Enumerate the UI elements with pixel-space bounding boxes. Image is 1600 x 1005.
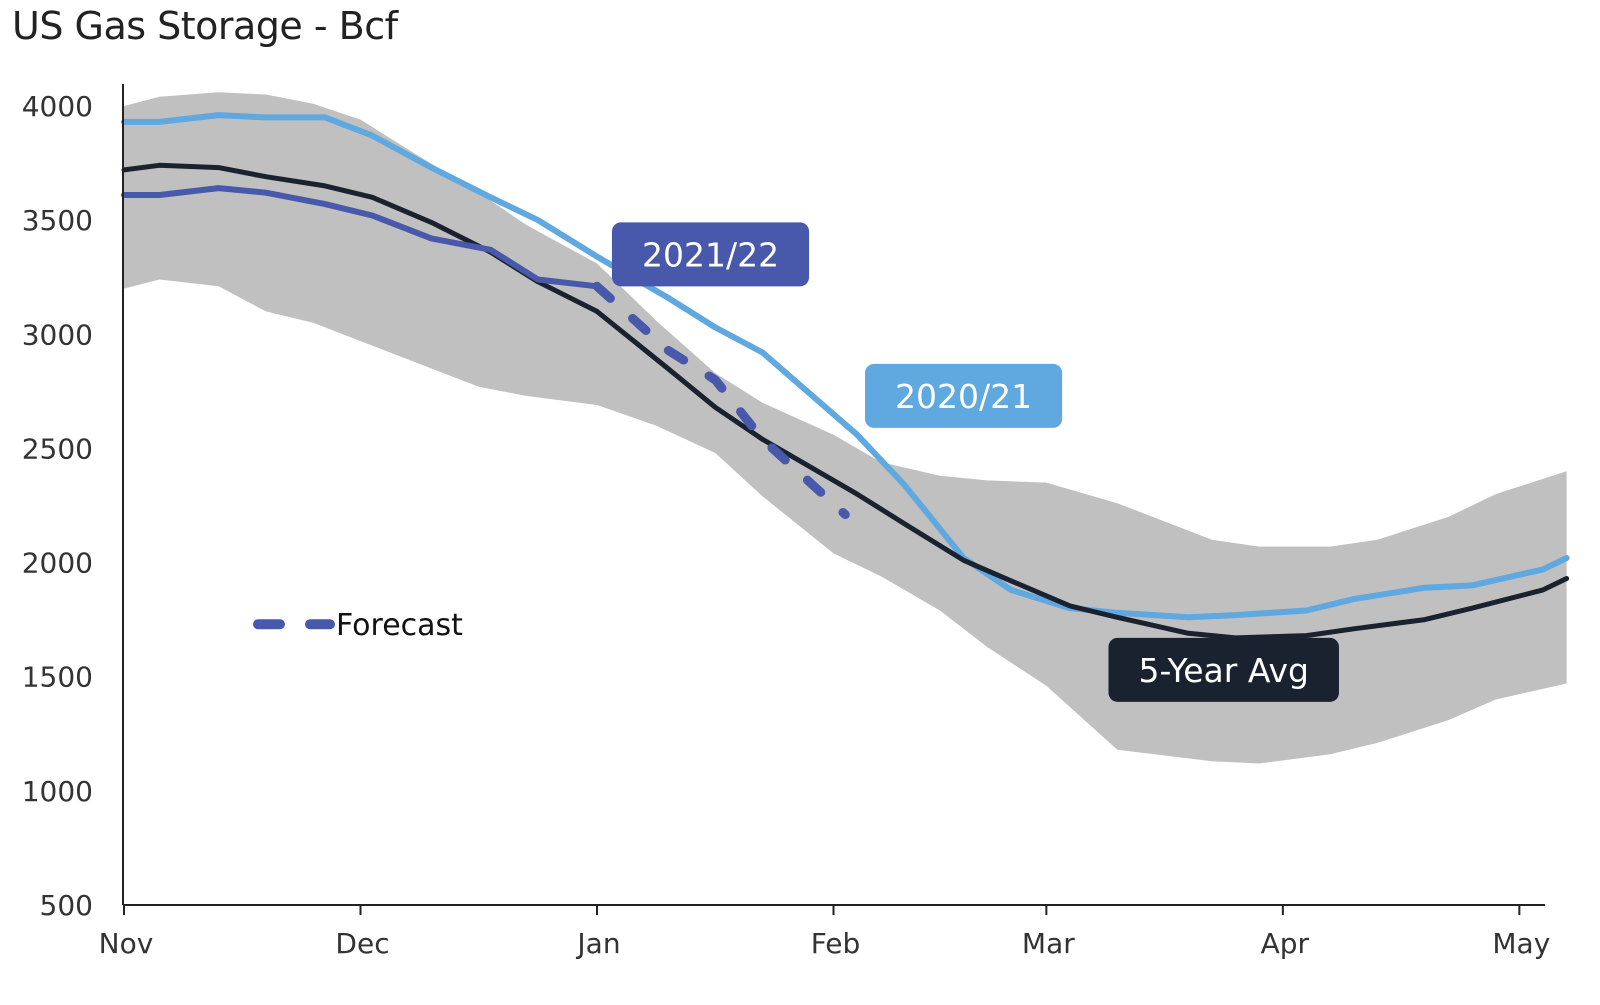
x-tick-label: Nov: [99, 927, 154, 960]
annotation-label: 5-Year Avg: [1138, 651, 1308, 690]
y-tick-label: 500: [40, 889, 93, 922]
series-line-2021-22: [121, 185, 600, 290]
axes-layer: 500 1000 1500 2000 2500 3000 3500 4000 Nov Dec Jan…: [22, 84, 1550, 960]
range-band-layer: [124, 92, 1567, 764]
annotation-5-year-avg: 5-Year Avg: [1108, 637, 1339, 702]
x-tick-label: Jan: [575, 927, 620, 960]
y-tick-label: 1500: [22, 661, 93, 694]
y-tick-label: 2500: [22, 432, 93, 465]
chart-title: US Gas Storage - Bcf: [12, 4, 398, 48]
annotation-box: [611, 222, 810, 287]
x-tick-label: Mar: [1022, 927, 1075, 960]
annotation-label: 2020/21: [895, 377, 1032, 416]
x-tick-label: Apr: [1261, 927, 1310, 960]
annotation-layer: 2021/22 2020/21 5-Year Avg: [611, 222, 1339, 702]
series-layer: [121, 112, 1570, 641]
annotation-box: [865, 363, 1063, 428]
y-tick-label: 2000: [22, 547, 93, 580]
annotation-box: [1108, 637, 1339, 702]
legend-entry: Forecast: [253, 608, 463, 643]
series-line-5-year-avg: [121, 162, 1570, 641]
annotation-label: 2021/22: [642, 235, 779, 274]
legend-layer: Forecast: [253, 608, 463, 643]
y-tick-label: 3000: [22, 318, 93, 351]
x-tick-label: Dec: [335, 927, 389, 960]
x-tick-label: May: [1492, 927, 1550, 960]
series-line-2020-21: [121, 112, 1570, 621]
series-line-forecast: [592, 281, 850, 520]
y-tick-label: 3500: [22, 204, 93, 237]
y-tick-label: 4000: [22, 90, 93, 123]
annotation-2020-21: 2020/21: [865, 363, 1063, 428]
legend-label: Forecast: [336, 608, 463, 643]
x-tick-label: Feb: [811, 927, 861, 960]
five-year-range-band: [124, 92, 1567, 764]
y-tick-label: 1000: [22, 775, 93, 808]
annotation-2021-22: 2021/22: [611, 222, 810, 287]
